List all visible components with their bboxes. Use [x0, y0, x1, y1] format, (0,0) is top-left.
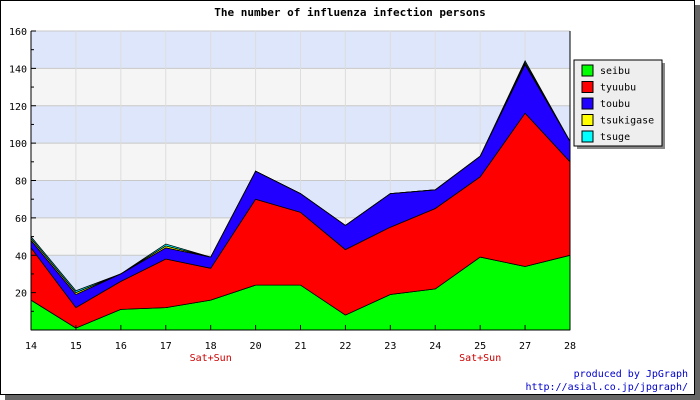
legend-swatch-tyuubu	[581, 81, 594, 93]
x-tick-label: 20	[250, 341, 262, 352]
x-tick-label: 27	[519, 341, 531, 352]
legend-label-seibu: seibu	[600, 66, 630, 77]
axes	[30, 30, 571, 331]
legend: seibu tyuubu toubu tsukigase tsuge	[573, 59, 665, 149]
legend-label-tsuge: tsuge	[600, 132, 630, 143]
y-tick-label: 20	[15, 289, 27, 300]
legend-swatch-toubu	[581, 97, 594, 110]
legend-label-tyuubu: tyuubu	[600, 83, 636, 94]
y-tick-label: 80	[15, 177, 27, 188]
x-tick-label: 21	[294, 341, 306, 352]
credit-line-1: produced by JpGraph	[574, 369, 688, 380]
y-tick-label: 160	[9, 27, 27, 38]
x-tick-label: 18	[205, 341, 217, 352]
x-tick-label: 17	[160, 341, 172, 352]
legend-label-tsukigase: tsukigase	[600, 116, 654, 127]
x-tick-label: 15	[70, 341, 82, 352]
x-tick-label: 23	[384, 341, 396, 352]
y-tick-label: 60	[15, 214, 27, 225]
legend-swatch-seibu	[581, 64, 594, 77]
stacked-areas	[30, 60, 571, 331]
x-tick-label: 16	[115, 341, 127, 352]
credit-line-2[interactable]: http://asial.co.jp/jpgraph/	[525, 382, 688, 393]
area-tsuge	[30, 60, 571, 294]
x-tick-label: 14	[25, 341, 37, 352]
y-tick-label: 140	[9, 64, 27, 75]
y-tick-label: 40	[15, 251, 27, 262]
y-tick-label: 100	[9, 139, 27, 150]
x-tick-sublabel: Sat+Sun	[459, 353, 501, 364]
legend-swatch-tsukigase	[581, 114, 594, 126]
legend-label-toubu: toubu	[600, 99, 630, 110]
y-tick-label: 120	[9, 102, 27, 113]
chart-title: The number of influenza infection person…	[214, 6, 486, 19]
x-tick-label: 25	[474, 341, 486, 352]
x-tick-label: 28	[564, 341, 576, 352]
x-tick-sublabel: Sat+Sun	[190, 353, 232, 364]
x-tick-label: 22	[339, 341, 351, 352]
x-tick-label: 24	[429, 341, 441, 352]
legend-swatch-tsuge	[581, 130, 594, 143]
